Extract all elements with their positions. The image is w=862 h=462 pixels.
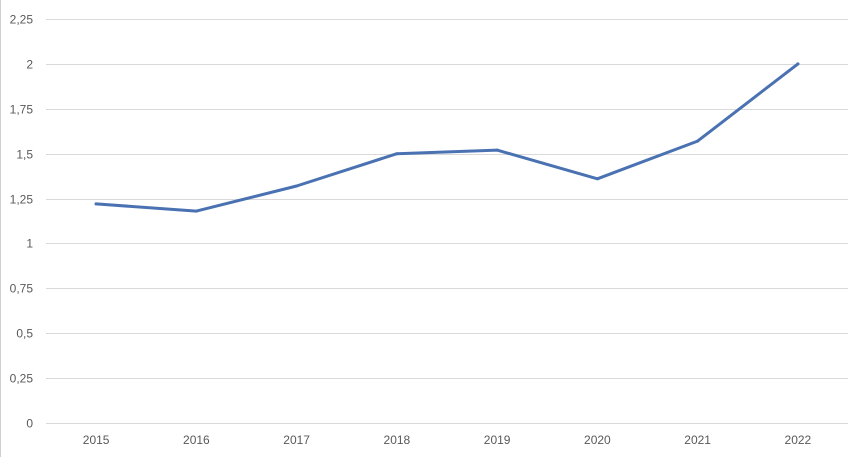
x-tick-label: 2018 [384,433,411,447]
x-tick-label: 2019 [484,433,511,447]
y-tick-label: 0 [26,417,33,431]
chart-border [0,0,1,457]
y-tick-label: 2 [26,58,33,72]
y-tick-label: 0,5 [16,327,33,341]
y-tick-label: 2,25 [10,13,34,27]
y-tick-label: 1,5 [16,148,33,162]
data-point [395,152,399,156]
data-point [295,184,299,188]
series-layer [94,62,800,213]
x-tick-label: 2020 [584,433,611,447]
data-point [796,62,800,66]
y-tick-label: 1 [26,237,33,251]
y-tick-label: 0,75 [10,282,34,296]
x-tick-label: 2016 [183,433,210,447]
x-tick-label: 2015 [83,433,110,447]
gridlines [46,19,848,424]
x-axis-ticks: 2015 2016 2017 2018 2019 2020 2021 2022 [83,433,812,447]
y-tick-label: 1,75 [10,103,34,117]
x-tick-label: 2017 [283,433,310,447]
data-point [696,139,700,143]
y-tick-label: 1,25 [10,193,34,207]
y-axis-ticks: 0 0,25 0,5 0,75 1 1,25 1,5 1,75 2 2,25 [10,13,34,431]
x-tick-label: 2022 [785,433,812,447]
data-point [194,209,198,213]
data-point [595,177,599,181]
data-point [495,148,499,152]
x-tick-label: 2021 [684,433,711,447]
data-point [94,202,98,206]
series-line [94,62,800,213]
y-tick-label: 0,25 [10,372,34,386]
